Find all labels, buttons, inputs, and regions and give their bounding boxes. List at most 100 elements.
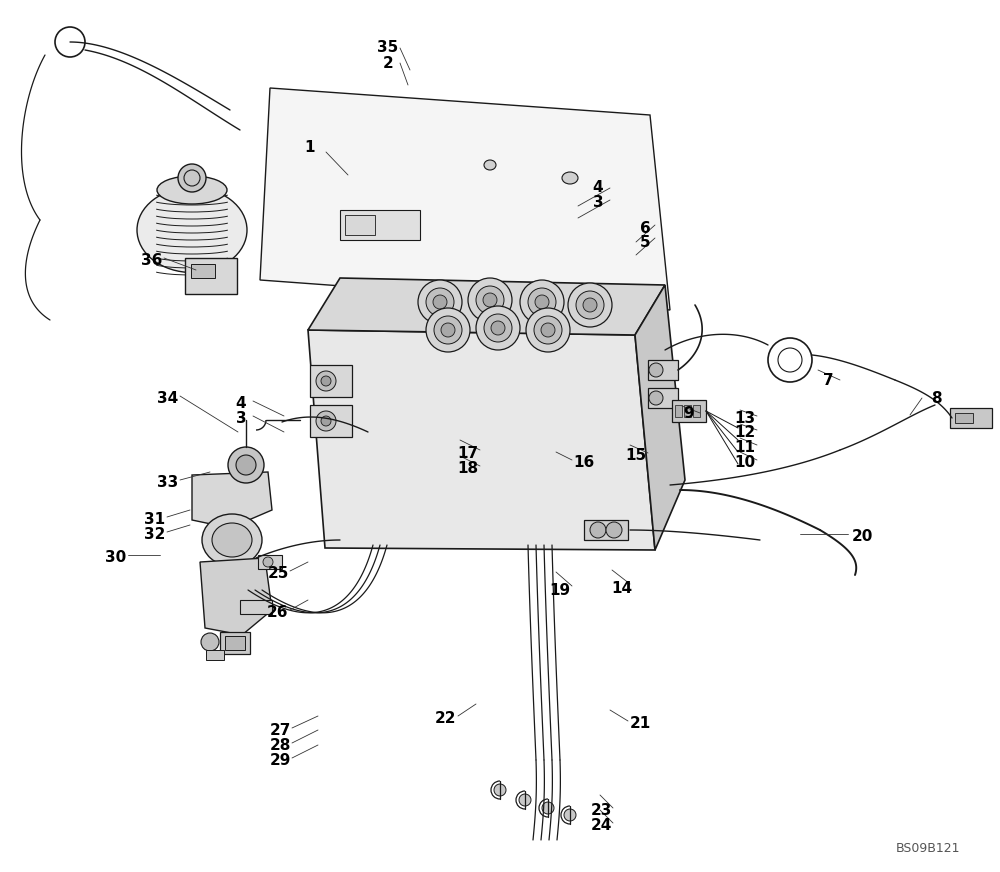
- Text: BS09B121: BS09B121: [896, 842, 960, 855]
- Text: 16: 16: [573, 454, 595, 469]
- Circle shape: [316, 411, 336, 431]
- Circle shape: [583, 298, 597, 312]
- Circle shape: [535, 295, 549, 309]
- Circle shape: [316, 371, 336, 391]
- Text: 35: 35: [377, 40, 399, 56]
- Text: 9: 9: [684, 405, 694, 420]
- Circle shape: [178, 164, 206, 192]
- Bar: [240, 600, 272, 614]
- Text: 14: 14: [611, 581, 633, 596]
- Circle shape: [491, 321, 505, 335]
- Text: 20: 20: [851, 528, 873, 543]
- Ellipse shape: [484, 160, 496, 170]
- Circle shape: [434, 316, 462, 344]
- Text: 18: 18: [457, 460, 479, 475]
- Bar: [310, 405, 352, 437]
- Circle shape: [418, 280, 462, 324]
- Bar: [191, 264, 215, 278]
- Bar: [675, 405, 682, 417]
- Circle shape: [542, 802, 554, 814]
- Text: 15: 15: [625, 447, 647, 462]
- Circle shape: [484, 314, 512, 342]
- Ellipse shape: [202, 514, 262, 566]
- Circle shape: [576, 291, 604, 319]
- Circle shape: [606, 522, 622, 538]
- Bar: [950, 408, 992, 428]
- Text: 1: 1: [305, 140, 315, 155]
- Text: 31: 31: [144, 512, 166, 527]
- Bar: [345, 215, 375, 235]
- Circle shape: [468, 278, 512, 322]
- Ellipse shape: [137, 187, 247, 273]
- Text: 28: 28: [269, 738, 291, 753]
- Bar: [185, 258, 237, 294]
- Text: 5: 5: [640, 235, 650, 249]
- Circle shape: [528, 288, 556, 316]
- Text: 29: 29: [269, 753, 291, 767]
- Circle shape: [321, 376, 331, 386]
- Text: 17: 17: [457, 446, 479, 460]
- Circle shape: [519, 794, 531, 806]
- Ellipse shape: [157, 176, 227, 204]
- Circle shape: [568, 283, 612, 327]
- Circle shape: [263, 557, 273, 567]
- Circle shape: [441, 323, 455, 337]
- Text: 7: 7: [823, 372, 833, 387]
- Ellipse shape: [562, 172, 578, 184]
- Text: 19: 19: [549, 582, 571, 597]
- Circle shape: [649, 363, 663, 377]
- Text: 11: 11: [734, 439, 756, 454]
- Bar: [648, 360, 678, 380]
- Circle shape: [228, 447, 264, 483]
- Circle shape: [433, 295, 447, 309]
- Polygon shape: [200, 558, 272, 635]
- Circle shape: [321, 416, 331, 426]
- Circle shape: [534, 316, 562, 344]
- Polygon shape: [308, 278, 665, 335]
- Text: 22: 22: [435, 711, 457, 726]
- Polygon shape: [308, 330, 655, 550]
- Polygon shape: [192, 472, 272, 528]
- Text: 25: 25: [267, 566, 289, 581]
- Circle shape: [483, 293, 497, 307]
- Bar: [672, 400, 706, 422]
- Ellipse shape: [212, 523, 252, 557]
- Text: 2: 2: [383, 56, 393, 71]
- Text: 32: 32: [144, 527, 166, 542]
- Polygon shape: [260, 88, 670, 310]
- Bar: [340, 210, 420, 240]
- Circle shape: [520, 280, 564, 324]
- Text: 12: 12: [734, 425, 756, 439]
- Text: 27: 27: [269, 723, 291, 738]
- Text: 6: 6: [640, 221, 650, 235]
- Circle shape: [590, 522, 606, 538]
- Text: 30: 30: [105, 549, 127, 564]
- Circle shape: [526, 308, 570, 352]
- Text: 3: 3: [236, 411, 246, 426]
- Text: 36: 36: [141, 253, 163, 268]
- Text: 26: 26: [267, 604, 289, 619]
- Circle shape: [494, 784, 506, 796]
- Bar: [206, 650, 224, 660]
- Text: 13: 13: [734, 411, 756, 426]
- Polygon shape: [635, 285, 685, 550]
- Text: 4: 4: [593, 181, 603, 195]
- Circle shape: [426, 288, 454, 316]
- Text: 3: 3: [593, 194, 603, 209]
- Bar: [955, 413, 973, 423]
- Circle shape: [426, 308, 470, 352]
- Text: 24: 24: [590, 818, 612, 833]
- Bar: [220, 632, 250, 654]
- Text: 33: 33: [157, 474, 179, 489]
- Bar: [693, 405, 700, 417]
- Text: 34: 34: [157, 391, 179, 405]
- Bar: [648, 388, 678, 408]
- Circle shape: [649, 391, 663, 405]
- Bar: [584, 520, 628, 540]
- Text: 23: 23: [590, 802, 612, 818]
- Text: 10: 10: [734, 454, 756, 469]
- Circle shape: [201, 633, 219, 651]
- Text: 4: 4: [236, 396, 246, 411]
- Bar: [225, 636, 245, 650]
- Circle shape: [236, 455, 256, 475]
